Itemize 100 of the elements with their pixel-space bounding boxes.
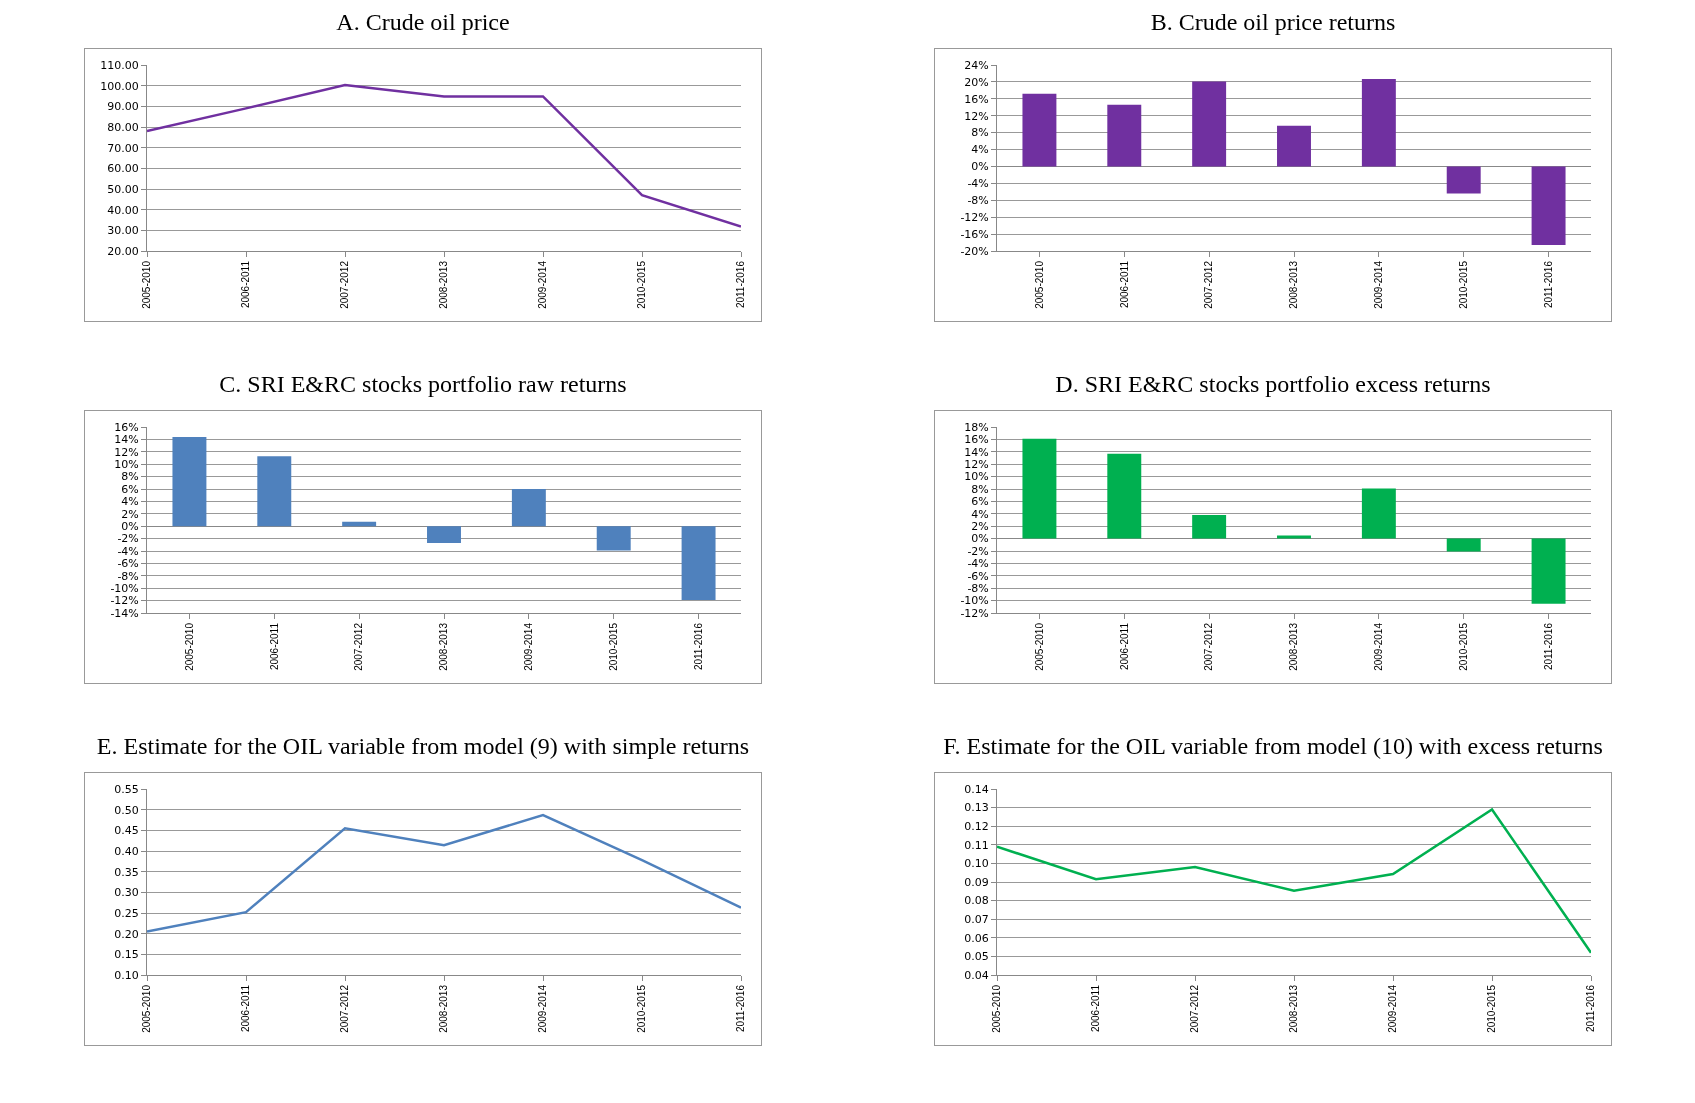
x-tick-label: 2007-2012 (339, 260, 351, 309)
y-tick-label: 14% (114, 433, 139, 447)
y-tick-label: 14% (964, 445, 989, 459)
bar (342, 521, 377, 527)
x-tick-label: 2010-2015 (1457, 622, 1469, 671)
y-tick-label: -4% (967, 557, 989, 571)
bar (1107, 104, 1142, 167)
y-tick-label: -8% (967, 582, 989, 596)
chart-title: C. SRI E&RC stocks portfolio raw returns (219, 370, 627, 399)
x-tick-label: 2009-2014 (537, 984, 549, 1033)
y-tick-label: 0.09 (964, 875, 989, 889)
y-tick-label: 80.00 (107, 120, 139, 134)
y-tick-label: 0.40 (114, 844, 139, 858)
y-tick-label: 0.35 (114, 865, 139, 879)
y-tick-label: 0.05 (964, 950, 989, 964)
x-tick-label: 2006-2011 (1118, 622, 1130, 671)
y-tick-label: 0.25 (114, 906, 139, 920)
y-tick-label: 8% (971, 482, 989, 496)
x-tick-label: 2011-2016 (692, 622, 704, 671)
y-tick-label: 16% (114, 420, 139, 434)
y-tick-label: 10% (114, 458, 139, 472)
x-tick-label: 2008-2013 (438, 260, 450, 309)
y-tick-label: 24% (964, 58, 989, 72)
x-tick-label: 2007-2012 (353, 622, 365, 671)
y-tick-label: -12% (110, 594, 139, 608)
bar (1531, 166, 1566, 246)
y-tick-label: 0.10 (964, 857, 989, 871)
y-tick-label: 12% (964, 458, 989, 472)
x-tick-label: 2008-2013 (438, 622, 450, 671)
bar (596, 526, 631, 551)
bar (427, 526, 461, 543)
y-tick-label: 50.00 (107, 182, 139, 196)
bar (1446, 538, 1481, 552)
x-tick-label: 2007-2012 (1203, 260, 1215, 309)
x-tick-label: 2009-2014 (1373, 622, 1385, 671)
y-tick-label: 6% (971, 495, 989, 509)
y-tick-label: -4% (117, 544, 139, 558)
x-tick-label: 2009-2014 (537, 260, 549, 309)
x-tick-label: 2009-2014 (1373, 260, 1385, 309)
y-tick-label: 0% (971, 532, 989, 546)
line-series (997, 808, 1591, 954)
y-tick-label: 0.08 (964, 894, 989, 908)
chart-title: E. Estimate for the OIL variable from model (9) with simple returns (96, 732, 750, 761)
y-tick-label: 90.00 (107, 100, 139, 114)
y-tick-label: 12% (964, 109, 989, 123)
x-tick-label: 2009-2014 (523, 622, 535, 671)
y-tick-label: 20.00 (107, 244, 139, 258)
bar (1192, 81, 1227, 167)
y-tick-label: 0.20 (114, 927, 139, 941)
x-tick-label: 2008-2013 (1288, 260, 1300, 309)
x-tick-label: 2010-2015 (1457, 260, 1469, 309)
y-tick-label: 0% (971, 160, 989, 174)
x-tick-label: 2008-2013 (1288, 622, 1300, 671)
x-tick-label: 2008-2013 (438, 984, 450, 1033)
bar (1361, 488, 1396, 539)
x-tick-label: 2011-2016 (1542, 260, 1554, 309)
y-tick-label: -14% (110, 606, 139, 620)
y-tick-label: 0.12 (964, 820, 989, 834)
x-tick-label: 2011-2016 (735, 984, 747, 1033)
y-tick-label: 0.15 (114, 948, 139, 962)
y-tick-label: 8% (121, 470, 139, 484)
chart-title: D. SRI E&RC stocks portfolio excess returns (1055, 370, 1491, 399)
x-tick-label: 2010-2015 (607, 622, 619, 671)
chart-title: B. Crude oil price returns (1150, 8, 1396, 37)
bar (681, 526, 716, 600)
x-tick-label: 2011-2016 (735, 260, 747, 309)
y-tick-label: 16% (964, 92, 989, 106)
x-tick-label: 2008-2013 (1288, 984, 1300, 1033)
x-tick-label: 2009-2014 (1387, 984, 1399, 1033)
y-tick-label: 0.10 (114, 968, 139, 982)
x-tick-label: 2010-2015 (636, 984, 648, 1033)
x-tick-label: 2007-2012 (339, 984, 351, 1033)
y-tick-label: -2% (967, 544, 989, 558)
y-tick-label: -16% (960, 227, 989, 241)
y-tick-label: -6% (117, 557, 139, 571)
y-tick-label: 8% (971, 126, 989, 140)
y-tick-label: 0.14 (964, 782, 989, 796)
x-tick-label: 2007-2012 (1189, 984, 1201, 1033)
bar (172, 436, 207, 527)
bar (1277, 535, 1311, 539)
y-tick-label: 16% (964, 433, 989, 447)
y-tick-label: 110.00 (100, 58, 139, 72)
y-tick-label: 4% (971, 507, 989, 521)
y-tick-label: -20% (960, 244, 989, 258)
y-tick-label: -8% (967, 194, 989, 208)
chart-title: A. Crude oil price (336, 8, 510, 37)
chart-title: F. Estimate for the OIL variable from model (10) with excess returns (943, 732, 1603, 761)
bar (1022, 93, 1057, 167)
y-tick-label: -10% (110, 582, 139, 596)
x-tick-label: 2005-2010 (1033, 260, 1045, 309)
bar (1192, 515, 1227, 539)
y-tick-label: 0.13 (964, 801, 989, 815)
y-tick-label: 18% (964, 420, 989, 434)
bar (511, 489, 546, 527)
x-tick-label: 2010-2015 (636, 260, 648, 309)
y-tick-label: 0% (121, 520, 139, 534)
y-tick-label: 4% (121, 495, 139, 509)
y-tick-label: 6% (121, 482, 139, 496)
y-tick-label: 0.45 (114, 824, 139, 838)
y-tick-label: 40.00 (107, 203, 139, 217)
